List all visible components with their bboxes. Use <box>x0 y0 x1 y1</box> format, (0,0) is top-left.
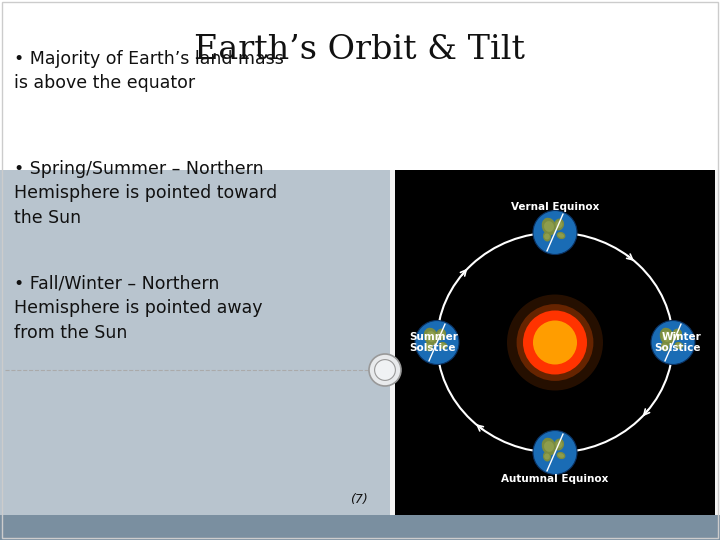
Ellipse shape <box>558 233 564 238</box>
Text: (7): (7) <box>350 494 368 507</box>
Circle shape <box>533 430 577 475</box>
FancyBboxPatch shape <box>0 0 720 170</box>
Ellipse shape <box>440 343 446 348</box>
Ellipse shape <box>676 343 682 348</box>
Ellipse shape <box>660 328 674 345</box>
Ellipse shape <box>544 221 554 232</box>
Circle shape <box>507 294 603 390</box>
Circle shape <box>517 304 593 381</box>
Text: Earth’s Orbit & Tilt: Earth’s Orbit & Tilt <box>194 34 526 66</box>
Ellipse shape <box>557 452 565 459</box>
Ellipse shape <box>662 331 672 342</box>
Ellipse shape <box>554 219 564 231</box>
Ellipse shape <box>557 232 565 239</box>
Ellipse shape <box>672 328 682 340</box>
Ellipse shape <box>438 342 447 349</box>
Ellipse shape <box>556 221 562 228</box>
Ellipse shape <box>544 233 550 240</box>
FancyBboxPatch shape <box>0 515 720 540</box>
Text: Summer
Solstice: Summer Solstice <box>409 332 458 353</box>
Ellipse shape <box>426 343 432 349</box>
FancyBboxPatch shape <box>0 170 390 515</box>
Circle shape <box>523 310 587 375</box>
Ellipse shape <box>425 341 433 352</box>
Ellipse shape <box>438 331 444 338</box>
Circle shape <box>533 211 577 254</box>
Ellipse shape <box>675 342 683 349</box>
Ellipse shape <box>661 341 669 352</box>
Ellipse shape <box>556 441 562 448</box>
Ellipse shape <box>673 331 680 338</box>
Text: Winter
Solstice: Winter Solstice <box>654 332 701 353</box>
Ellipse shape <box>544 454 550 460</box>
Ellipse shape <box>541 438 557 455</box>
Circle shape <box>369 354 401 386</box>
Ellipse shape <box>544 441 554 452</box>
Text: Autumnal Equinox: Autumnal Equinox <box>501 475 608 484</box>
Text: • Spring/Summer – Northern
Hemisphere is pointed toward
the Sun: • Spring/Summer – Northern Hemisphere is… <box>14 160 277 227</box>
Ellipse shape <box>426 331 436 342</box>
FancyBboxPatch shape <box>395 170 715 515</box>
Ellipse shape <box>554 438 564 450</box>
Text: • Fall/Winter – Northern
Hemisphere is pointed away
from the Sun: • Fall/Winter – Northern Hemisphere is p… <box>14 275 263 342</box>
Ellipse shape <box>558 453 564 458</box>
Circle shape <box>533 321 577 364</box>
Ellipse shape <box>424 328 438 345</box>
Ellipse shape <box>543 451 551 462</box>
Circle shape <box>415 321 459 364</box>
Ellipse shape <box>541 218 557 235</box>
Ellipse shape <box>543 232 551 241</box>
Circle shape <box>374 360 395 380</box>
Text: Vernal Equinox: Vernal Equinox <box>510 202 599 213</box>
Circle shape <box>651 321 695 364</box>
Ellipse shape <box>436 328 446 340</box>
Ellipse shape <box>662 343 668 349</box>
Text: • Majority of Earth’s land mass
is above the equator: • Majority of Earth’s land mass is above… <box>14 50 284 92</box>
